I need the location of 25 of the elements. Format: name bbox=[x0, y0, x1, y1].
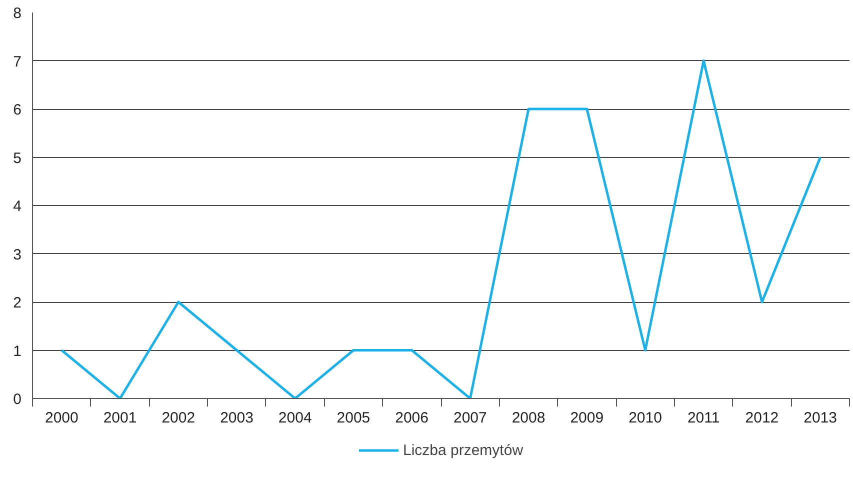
x-tick-label: 2008 bbox=[512, 410, 546, 426]
x-tick-label: 2004 bbox=[278, 410, 312, 426]
y-tick-label: 4 bbox=[13, 198, 22, 215]
x-tick-label: 2003 bbox=[220, 410, 254, 426]
y-tick-label: 2 bbox=[13, 294, 22, 312]
y-tick-label: 7 bbox=[13, 53, 22, 70]
x-tick-label: 2005 bbox=[336, 410, 370, 426]
legend-label: Liczba przemytów bbox=[402, 442, 524, 458]
x-tick-label: 2002 bbox=[162, 410, 196, 426]
y-tick-label: 8 bbox=[13, 5, 22, 22]
y-tick-label: 0 bbox=[13, 391, 22, 408]
x-tick-label: 2013 bbox=[804, 410, 838, 426]
y-tick-label: 6 bbox=[13, 102, 22, 118]
x-tick-label: 2009 bbox=[570, 410, 604, 426]
x-tick-label: 2012 bbox=[745, 410, 779, 426]
x-tick-label: 2011 bbox=[687, 410, 720, 426]
y-tick-label: 3 bbox=[13, 246, 22, 264]
x-tick-label: 2010 bbox=[628, 410, 662, 426]
y-tick-label: 1 bbox=[13, 342, 22, 360]
y-tick-label: 5 bbox=[13, 150, 22, 167]
x-tick-label: 2007 bbox=[453, 410, 487, 426]
x-tick-label: 2000 bbox=[44, 410, 78, 426]
x-tick-label: 2001 bbox=[103, 410, 137, 426]
line-series bbox=[60, 60, 822, 398]
x-tick-label: 2006 bbox=[395, 410, 429, 426]
